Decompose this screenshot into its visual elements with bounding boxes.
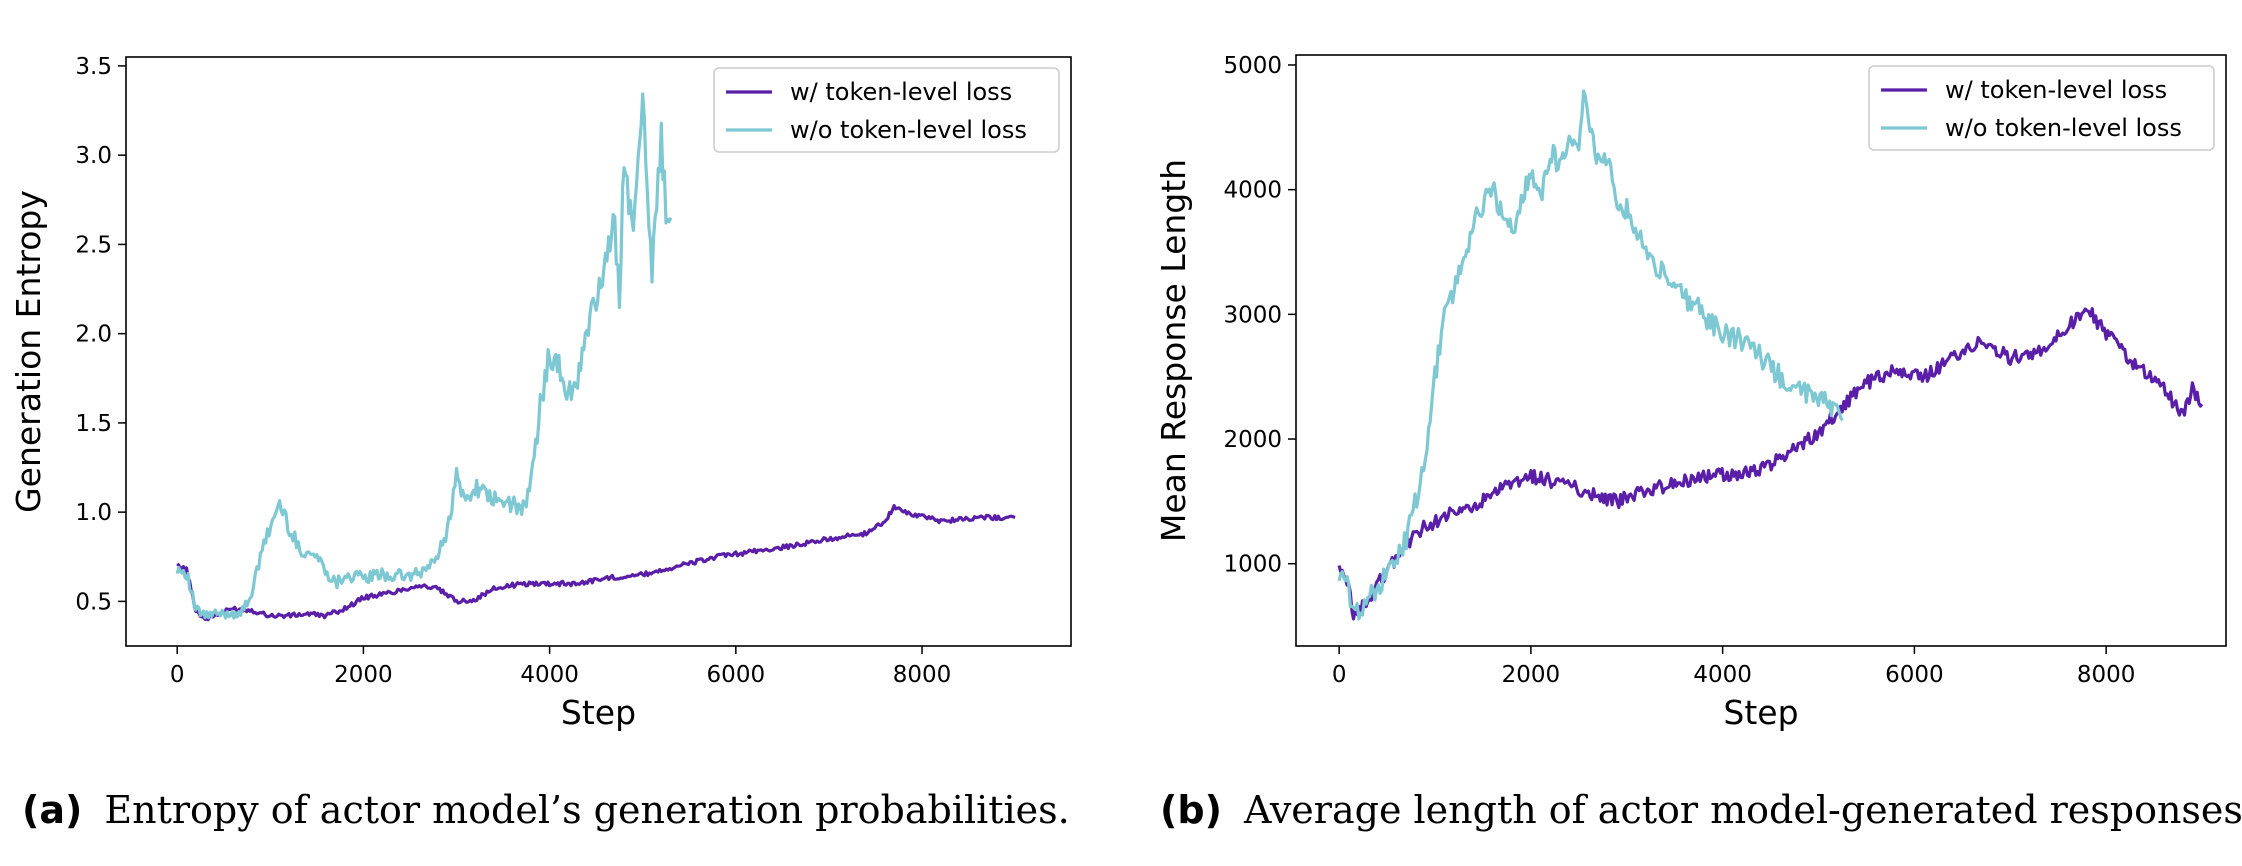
x-tick-label: 8000 <box>2077 662 2136 688</box>
x-tick-label: 8000 <box>893 662 952 688</box>
x-tick-label: 6000 <box>707 662 766 688</box>
x-tick-label: 0 <box>1332 662 1347 688</box>
entropy-chart: 0 2000 4000 6000 8000 0.5 1.0 1.5 2.0 2.5 3.0 3.5 St… <box>9 54 1072 732</box>
y-tick-label: 1.0 <box>75 500 112 526</box>
caption-b-text: Average length of actor model-generated … <box>1243 788 2242 832</box>
plot-frame <box>1295 54 2227 647</box>
y-tick-label: 2.5 <box>75 232 112 258</box>
y-axis-title: Mean Response Length <box>1154 159 1193 542</box>
x-axis-title: Step <box>561 693 636 732</box>
x-tick-label: 2000 <box>1502 662 1561 688</box>
caption-a-text: Entropy of actor model’s generation prob… <box>104 788 1070 832</box>
x-tick-label: 4000 <box>1693 662 1752 688</box>
plot-lines <box>1337 89 2204 621</box>
caption-a: (a) Entropy of actor model’s generation p… <box>22 788 1070 832</box>
legend-box <box>1868 65 2215 151</box>
y-tick-label: 2.0 <box>75 322 112 348</box>
legend: w/ token-level loss w/o token-level loss <box>713 67 1060 153</box>
x-axis-title: Step <box>1723 693 1798 732</box>
plot-lines <box>175 92 1016 622</box>
x-tick-label: 2000 <box>334 662 393 688</box>
legend-label: w/ token-level loss <box>790 78 1012 106</box>
y-tick-label: 3.5 <box>75 54 112 80</box>
x-tick-label: 0 <box>170 662 185 688</box>
legend-label: w/ token-level loss <box>1945 76 2167 104</box>
legend-label: w/o token-level loss <box>790 116 1027 144</box>
legend-box <box>713 67 1060 153</box>
y-axis-title: Generation Entropy <box>9 190 48 513</box>
y-tick-label: 3000 <box>1223 302 1282 328</box>
legend-label: w/o token-level loss <box>1945 114 2182 142</box>
series-line-with-token-level-loss <box>1337 307 2204 621</box>
y-tick-label: 3.0 <box>75 143 112 169</box>
y-tick-label: 0.5 <box>75 589 112 615</box>
series-line-without-token-level-loss <box>1337 89 1844 621</box>
y-tick-label: 1.5 <box>75 411 112 437</box>
figure: 0 2000 4000 6000 8000 0.5 1.0 1.5 2.0 2.5 3.0 3.5 St… <box>9 53 2227 732</box>
legend: w/ token-level loss w/o token-level loss <box>1868 65 2215 151</box>
caption-a-tag: (a) <box>22 788 83 832</box>
y-tick-label: 4000 <box>1223 178 1282 204</box>
y-tick-label: 1000 <box>1223 552 1282 578</box>
response-length-chart: 0 2000 4000 6000 8000 1000 2000 3000 4000 5000 Ste… <box>1154 53 2227 732</box>
y-tick-label: 5000 <box>1223 53 1282 79</box>
x-tick-label: 4000 <box>520 662 579 688</box>
series-line-without-token-level-loss <box>175 92 673 620</box>
plot-frame <box>125 56 1072 647</box>
caption-b: (b) Average length of actor model-generat… <box>1160 788 2242 832</box>
series-line-with-token-level-loss <box>176 504 1016 622</box>
y-tick-label: 2000 <box>1223 427 1282 453</box>
x-tick-label: 6000 <box>1885 662 1944 688</box>
caption-b-tag: (b) <box>1160 788 1222 832</box>
